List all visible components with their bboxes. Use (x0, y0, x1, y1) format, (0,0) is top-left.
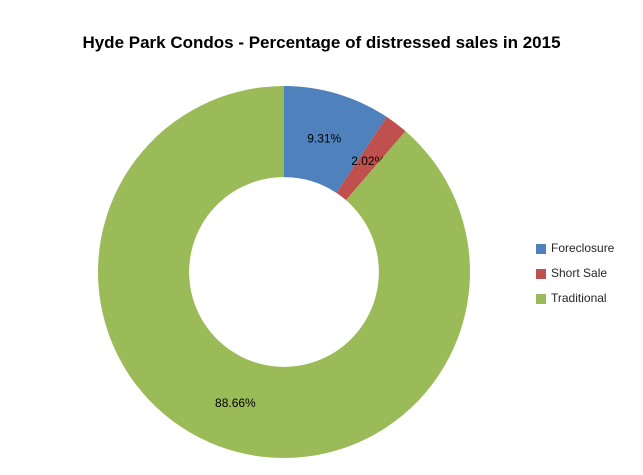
legend-item-foreclosure: Foreclosure (536, 241, 615, 255)
slice-traditional (98, 86, 471, 458)
slice-short-sale (336, 116, 406, 201)
slice-label-foreclosure: 9.31% (307, 131, 341, 145)
legend-label-foreclosure: Foreclosure (551, 241, 615, 255)
chart-title: Hyde Park Condos - Percentage of distres… (82, 33, 561, 52)
slice-foreclosure (284, 86, 387, 193)
legend-swatch-foreclosure-icon (536, 243, 546, 254)
legend-label-short-sale: Short Sale (551, 266, 608, 280)
legend: Foreclosure Short Sale Traditional (536, 241, 615, 305)
legend-label-traditional: Traditional (551, 291, 607, 305)
legend-item-short-sale: Short Sale (536, 266, 614, 280)
legend-swatch-traditional-icon (536, 293, 546, 304)
legend-item-traditional: Traditional (536, 291, 614, 305)
slice-label-traditional: 88.66% (215, 396, 256, 410)
legend-swatch-short-sale-icon (536, 268, 546, 279)
